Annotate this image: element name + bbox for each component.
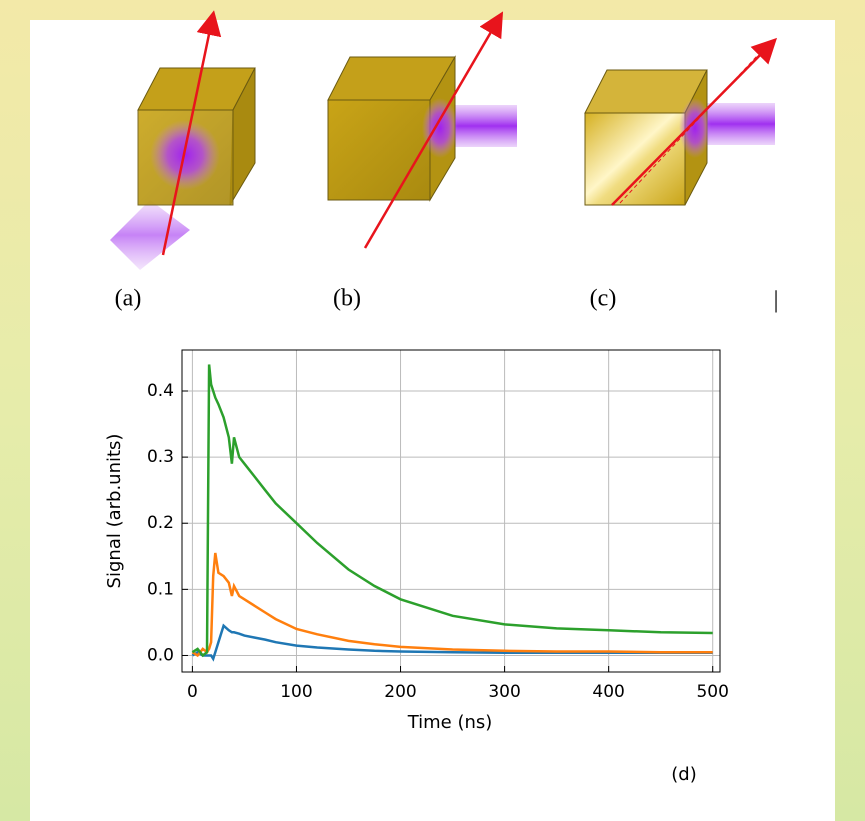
panel-label: (a) xyxy=(115,286,142,312)
x-tick-label: 400 xyxy=(592,682,624,702)
y-tick-label: 0.2 xyxy=(147,513,174,533)
y-axis-label: Signal (arb.units) xyxy=(104,434,125,589)
data-line xyxy=(191,623,713,662)
x-tick-label: 300 xyxy=(488,682,520,702)
plot-frame xyxy=(181,349,721,673)
x-tick-label: 500 xyxy=(696,682,728,702)
x-axis-label: Time (ns) xyxy=(407,712,493,733)
separator: | xyxy=(774,288,779,314)
x-tick-label: 0 xyxy=(187,682,198,702)
illustration-c xyxy=(584,37,778,206)
panel-label: (b) xyxy=(333,286,361,312)
data-line xyxy=(191,364,713,658)
x-tick-label: 200 xyxy=(384,682,416,702)
panel-label: (c) xyxy=(590,286,617,312)
panel-label: (d) xyxy=(671,764,696,785)
y-tick-label: 0.0 xyxy=(147,645,174,665)
y-tick-label: 0.4 xyxy=(147,381,174,401)
y-tick-label: 0.1 xyxy=(147,579,174,599)
y-tick-label: 0.3 xyxy=(147,447,174,467)
illustration-b xyxy=(327,11,517,249)
x-tick-label: 100 xyxy=(280,682,312,702)
data-line xyxy=(191,552,713,658)
illustration-a xyxy=(110,10,256,270)
